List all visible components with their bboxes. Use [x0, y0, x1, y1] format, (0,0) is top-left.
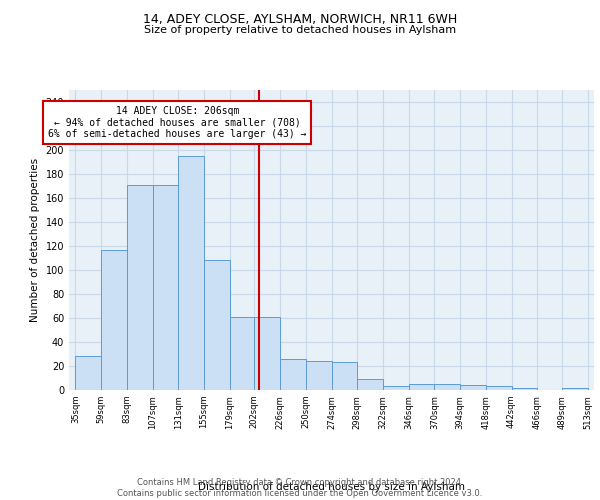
Bar	[127, 185, 152, 390]
Bar	[409, 384, 434, 390]
Bar	[76, 356, 101, 390]
Bar	[434, 384, 460, 390]
Bar	[204, 260, 230, 390]
Text: 14 ADEY CLOSE: 206sqm
← 94% of detached houses are smaller (708)
6% of semi-deta: 14 ADEY CLOSE: 206sqm ← 94% of detached …	[48, 106, 307, 139]
Bar	[357, 379, 383, 390]
Text: Contains HM Land Registry data © Crown copyright and database right 2024.
Contai: Contains HM Land Registry data © Crown c…	[118, 478, 482, 498]
Bar	[383, 386, 409, 390]
Bar	[101, 250, 127, 390]
Bar	[332, 362, 357, 390]
Text: 14, ADEY CLOSE, AYLSHAM, NORWICH, NR11 6WH: 14, ADEY CLOSE, AYLSHAM, NORWICH, NR11 6…	[143, 12, 457, 26]
Bar	[486, 386, 512, 390]
X-axis label: Distribution of detached houses by size in Aylsham: Distribution of detached houses by size …	[198, 482, 465, 492]
Bar	[152, 185, 178, 390]
Bar	[512, 388, 537, 390]
Bar	[254, 317, 280, 390]
Bar	[460, 385, 486, 390]
Bar	[230, 317, 254, 390]
Bar	[306, 361, 332, 390]
Text: Size of property relative to detached houses in Aylsham: Size of property relative to detached ho…	[144, 25, 456, 35]
Y-axis label: Number of detached properties: Number of detached properties	[30, 158, 40, 322]
Bar	[178, 156, 204, 390]
Bar	[562, 388, 587, 390]
Bar	[280, 359, 306, 390]
